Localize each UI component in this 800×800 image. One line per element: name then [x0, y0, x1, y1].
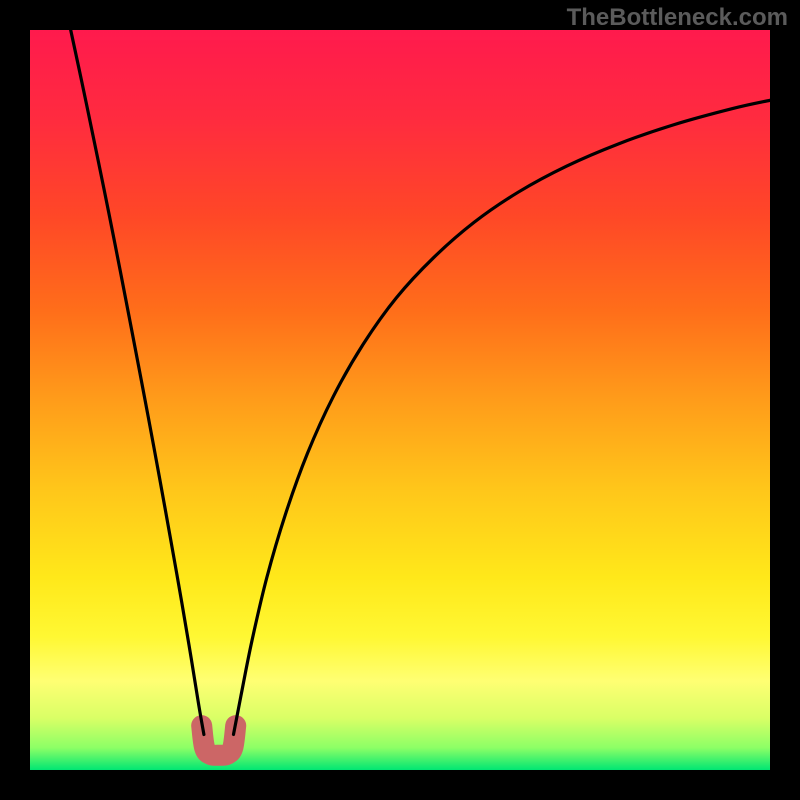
plot-area	[30, 30, 770, 770]
chart-stage: TheBottleneck.com	[0, 0, 800, 800]
watermark-text: TheBottleneck.com	[567, 4, 788, 32]
gradient-background	[30, 30, 770, 770]
plot-svg	[30, 30, 770, 770]
